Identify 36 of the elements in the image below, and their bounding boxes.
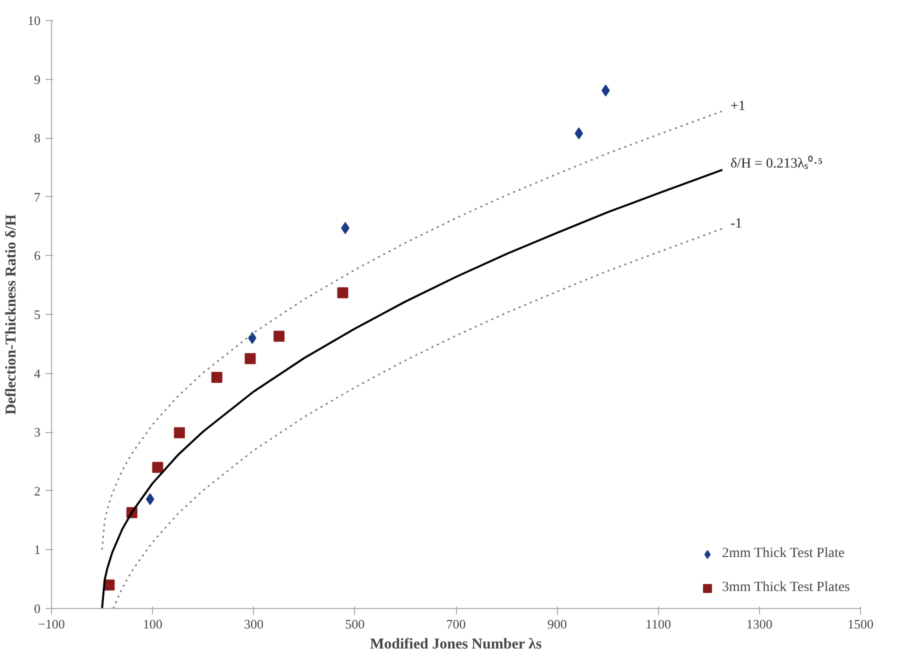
annotation: -1	[730, 216, 742, 232]
point	[337, 287, 348, 298]
x-tick-label: −100	[38, 616, 65, 632]
y-tick-label: 6	[34, 248, 41, 264]
x-tick-label: 700	[446, 616, 466, 632]
line-series	[101, 110, 724, 550]
point	[211, 372, 222, 383]
y-tick-label: 4	[34, 366, 41, 381]
x-axis-title: Modified Jones Number λs	[370, 636, 542, 652]
y-axis-title: Deflection-Thickness Ratio δ/H	[4, 214, 20, 415]
y-tick-label: 3	[34, 424, 40, 440]
x-tick-label: 100	[142, 616, 162, 632]
point	[244, 353, 256, 364]
x-tick-label: 1100	[645, 616, 672, 632]
y-tick-label: 2	[34, 483, 40, 498]
y-tick-label: 8	[34, 130, 40, 146]
y-tick-label: 7	[34, 189, 41, 204]
point	[152, 462, 164, 473]
x-tick-label: 900	[547, 616, 567, 632]
y-tick-label: 10	[28, 13, 40, 28]
annotation: δ/H = 0.213λₛ⁰·⁵	[730, 155, 823, 172]
y-tick-label: 9	[34, 72, 40, 87]
y-tick-label: 0	[34, 601, 40, 616]
y-tick-label: 1	[34, 542, 40, 558]
annotation: +1	[730, 99, 746, 114]
y-tick-label: 5	[34, 307, 40, 322]
point	[174, 427, 185, 438]
x-tick-label: 500	[345, 616, 365, 632]
point	[146, 493, 154, 506]
legend-label: 2mm Thick Test Plate	[722, 546, 845, 562]
x-tick-label: 1300	[746, 616, 772, 632]
x-tick-label: 1500	[848, 616, 874, 632]
point	[574, 127, 584, 140]
point	[274, 330, 285, 342]
x-tick-label: 300	[244, 616, 264, 632]
legend-label: 3mm Thick Test Plates	[722, 580, 850, 596]
